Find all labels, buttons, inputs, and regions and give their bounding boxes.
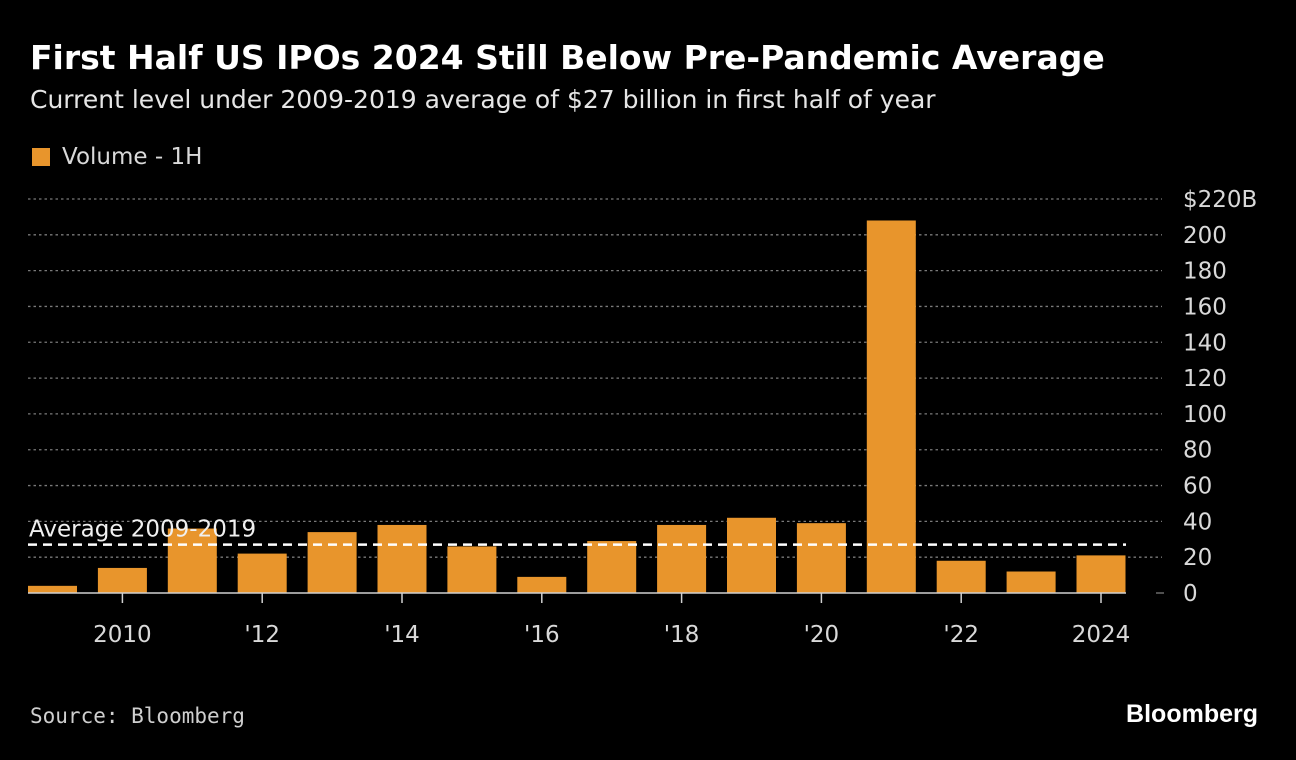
bar-2009: [28, 585, 77, 593]
x-tick-label: '18: [664, 622, 700, 648]
y-tick-label: 160: [1183, 294, 1227, 320]
brand-logo: Bloomberg: [1126, 700, 1258, 728]
y-tick-label: 140: [1183, 330, 1227, 356]
bar-2022: [936, 560, 986, 593]
average-reference-label: Average 2009-2019: [29, 517, 256, 543]
y-tick-label: 20: [1183, 545, 1212, 571]
y-tick-label: 180: [1183, 259, 1227, 285]
y-tick-label: 80: [1183, 438, 1212, 464]
bar-2012: [237, 553, 287, 593]
bar-2010: [97, 567, 147, 593]
bar-2011: [167, 528, 217, 593]
bar-2018: [657, 524, 707, 593]
legend-swatch: [32, 148, 50, 166]
bar-2021: [866, 220, 916, 593]
x-tick-label: '22: [943, 622, 979, 648]
bar-2013: [307, 532, 357, 593]
x-tick-label: '16: [524, 622, 560, 648]
y-tick-label: 40: [1183, 509, 1212, 535]
bar-2014: [377, 524, 427, 593]
y-tick-label: 0: [1183, 581, 1198, 607]
bar-2020: [796, 523, 846, 593]
y-tick-label: 120: [1183, 366, 1227, 392]
y-tick-label: 200: [1183, 223, 1227, 249]
bar-2016: [517, 576, 567, 593]
y-tick-label: 60: [1183, 474, 1212, 500]
bar-2017: [587, 541, 637, 593]
y-tick-label: 100: [1183, 402, 1227, 428]
legend: Volume - 1H: [32, 144, 202, 170]
x-tick-label: '14: [384, 622, 420, 648]
bar-2023: [1006, 571, 1056, 593]
bar-2024: [1076, 555, 1126, 593]
chart-subtitle: Current level under 2009-2019 average of…: [30, 85, 936, 114]
legend-label: Volume - 1H: [62, 144, 203, 170]
bar-2015: [447, 546, 497, 593]
source-note: Source: Bloomberg: [30, 704, 245, 728]
x-tick-label: '12: [244, 622, 280, 648]
x-tick-label: '20: [804, 622, 840, 648]
x-tick-label: 2024: [1072, 622, 1131, 648]
chart-title: First Half US IPOs 2024 Still Below Pre-…: [30, 38, 1105, 77]
bar-2019: [727, 517, 776, 593]
x-tick-label: 2010: [93, 622, 152, 648]
y-tick-label: $220B: [1183, 187, 1257, 213]
